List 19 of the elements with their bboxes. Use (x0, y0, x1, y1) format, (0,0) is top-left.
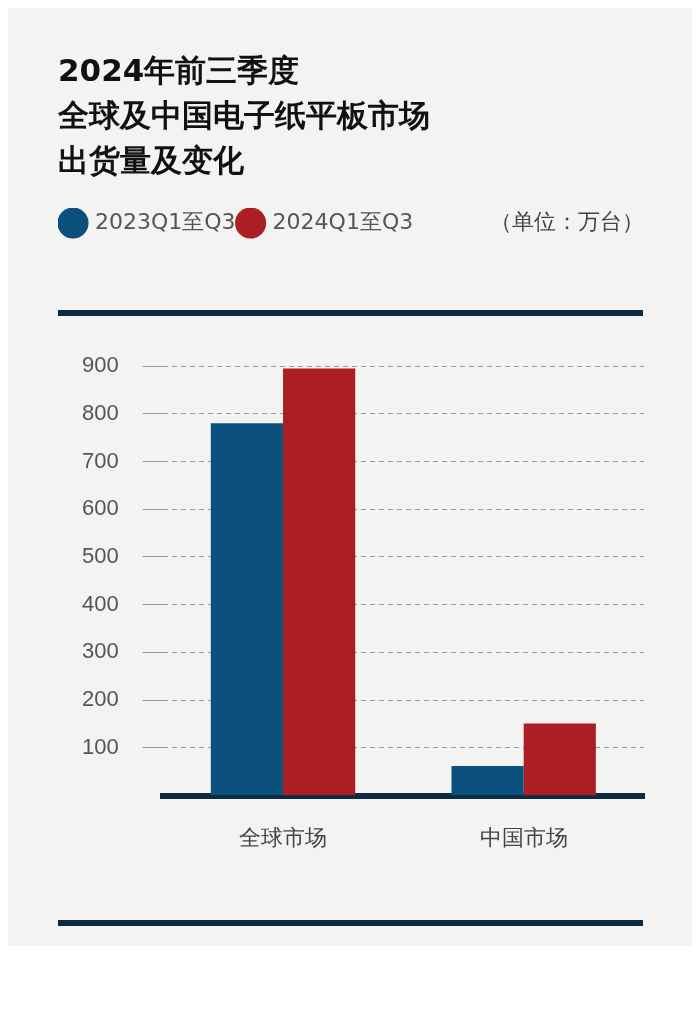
y-tick-label: 300 (81, 638, 119, 664)
chart-title: 2024年前三季度全球及中国电子纸平板市场出货量及变化 (58, 51, 431, 180)
legend-label: 2024Q1至Q3 (272, 208, 414, 234)
y-tick-label: 400 (81, 590, 119, 616)
x-tick-label: 中国市场 (479, 824, 568, 850)
text: （单位：万台） (490, 208, 644, 234)
bar (523, 723, 596, 796)
y-tick-label: 700 (81, 447, 119, 473)
bar (210, 423, 284, 796)
x-tick-label: 全球市场 (239, 824, 328, 850)
y-tick-label: 500 (81, 543, 119, 568)
bar (451, 766, 524, 796)
y-tick-label: 200 (81, 686, 119, 712)
y-tick-label: 900 (81, 352, 119, 378)
legend-label: 2023Q1至Q3 (95, 208, 236, 234)
y-tick-label: 800 (81, 399, 119, 425)
y-tick-label: 100 (81, 733, 119, 759)
y-tick-label: 600 (81, 495, 119, 521)
bar (283, 368, 356, 796)
